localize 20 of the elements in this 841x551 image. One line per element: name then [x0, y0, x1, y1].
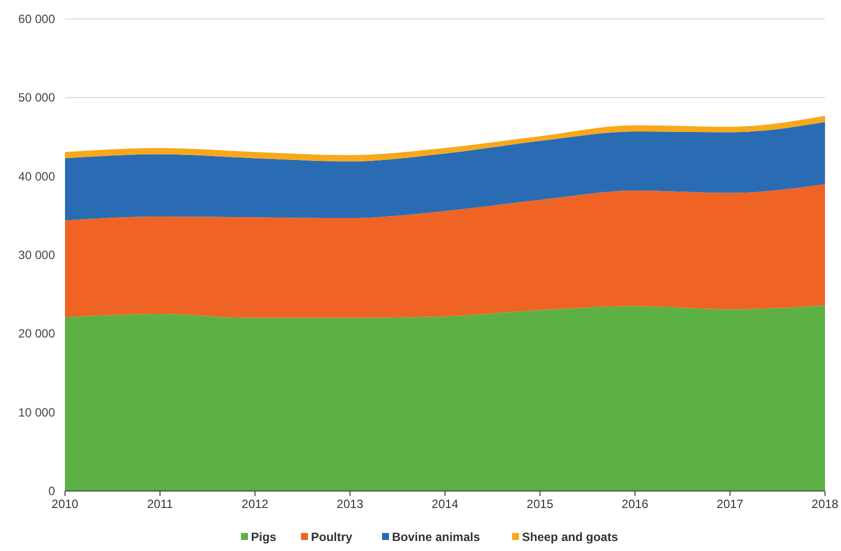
y-tick-label: 40 000 — [18, 169, 56, 184]
legend-label: Poultry — [311, 530, 353, 544]
x-tick-label: 2012 — [242, 497, 269, 511]
x-tick-label: 2011 — [147, 497, 174, 511]
x-tick-label: 2013 — [336, 497, 364, 511]
y-tick-label: 10 000 — [18, 405, 56, 420]
x-tick-label: 2010 — [52, 497, 79, 511]
legend-label: Sheep and goats — [522, 530, 618, 544]
y-tick-label: 20 000 — [18, 326, 56, 341]
legend-label: Bovine animals — [392, 530, 480, 544]
x-tick-label: 2015 — [526, 497, 554, 511]
y-tick-label: 50 000 — [18, 90, 56, 105]
y-tick-label: 60 000 — [18, 12, 56, 26]
x-tick-label: 2017 — [716, 497, 744, 511]
x-tick-label: 2016 — [622, 497, 649, 511]
y-tick-label: 30 000 — [18, 248, 56, 262]
legend-label: Pigs — [251, 530, 277, 544]
x-tick-label: 2018 — [812, 497, 839, 511]
x-tick-label: 2014 — [432, 497, 459, 511]
y-tick-label: 0 — [48, 484, 56, 498]
